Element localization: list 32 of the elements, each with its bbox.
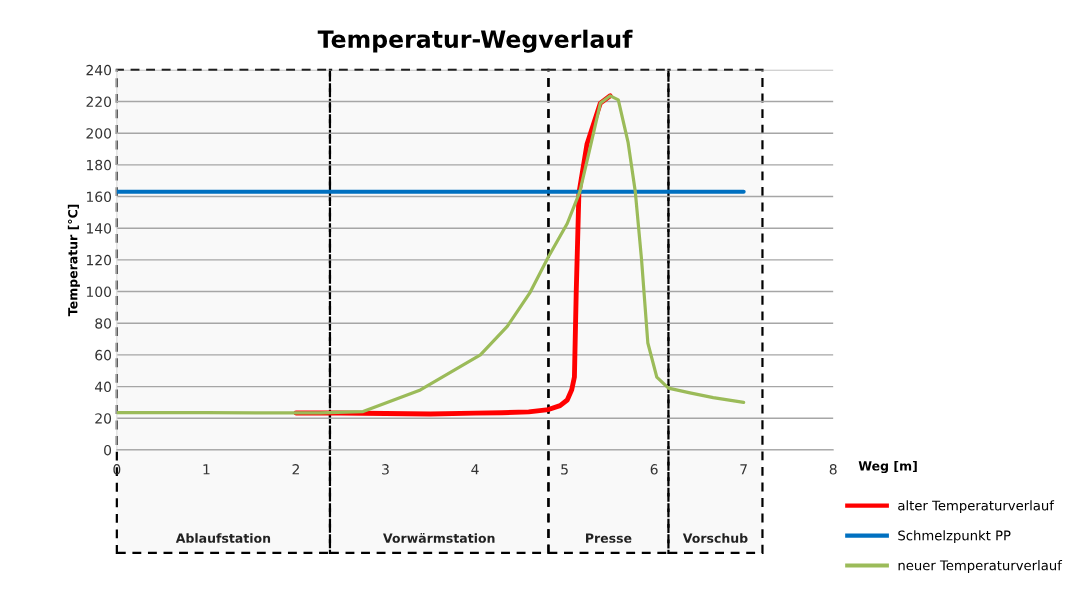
band-label: Presse — [586, 533, 632, 543]
legend-label: Schmelzpunkt PP — [898, 530, 1011, 543]
y-tick-label: 40 — [94, 381, 112, 393]
x-axis-title: Weg [m] — [858, 460, 917, 474]
y-tick-label: 20 — [95, 413, 112, 424]
y-tick-label: 60 — [95, 349, 112, 361]
x-tick-label: 1 — [203, 464, 210, 475]
band-label: Ablaufstation — [175, 533, 271, 543]
band-label: Vorschub — [682, 533, 748, 543]
x-tick-label: 5 — [561, 464, 568, 475]
x-tick-label: 8 — [829, 464, 837, 475]
x-tick-label: 7 — [740, 464, 747, 475]
y-tick-label: 120 — [87, 254, 112, 266]
y-tick-label: 160 — [87, 191, 112, 203]
chart-title: Temperatur-Wegverlauf — [317, 29, 633, 53]
legend-label: neuer Temperaturverlauf — [898, 560, 1063, 573]
y-axis-title: Temperatur [°C] — [67, 204, 80, 317]
band-label: Vorwärmstation — [383, 533, 495, 543]
line-series — [116, 94, 746, 415]
x-tick-label: 6 — [650, 464, 658, 475]
y-tick-label: 240 — [86, 64, 112, 76]
y-tick-label: 200 — [86, 128, 112, 139]
y-tick-label: 220 — [86, 96, 112, 107]
y-tick-label: 80 — [95, 318, 112, 329]
x-tick-label: 2 — [292, 464, 299, 475]
x-tick-label: 4 — [471, 464, 479, 475]
y-tick-label: 100 — [87, 286, 112, 298]
y-tick-label: 0 — [104, 444, 112, 456]
y-tick-label: 140 — [87, 223, 112, 234]
y-tick-label: 180 — [87, 159, 112, 171]
x-tick-label: 3 — [382, 464, 389, 475]
legend-label: alter Temperaturverlauf — [898, 500, 1055, 514]
